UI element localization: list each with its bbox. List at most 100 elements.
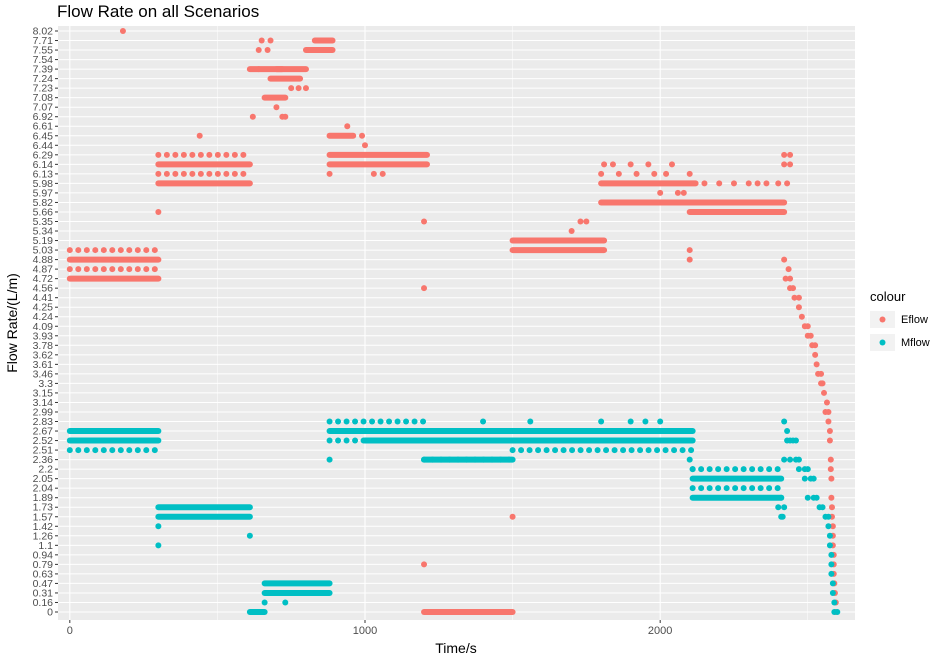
y-tick-label: 3.14 xyxy=(33,397,54,409)
point-eflow xyxy=(781,151,788,158)
point-eflow xyxy=(359,132,366,139)
point-eflow xyxy=(264,47,271,54)
point-eflow xyxy=(421,561,428,568)
point-mflow xyxy=(117,447,124,454)
point-eflow xyxy=(828,494,835,501)
y-tick-label: 4.56 xyxy=(33,283,54,295)
point-eflow xyxy=(189,170,196,177)
point-mflow xyxy=(781,456,788,463)
point-mflow xyxy=(335,418,342,425)
y-tick-label: 7.71 xyxy=(33,35,54,47)
y-tick-label: 4.24 xyxy=(33,311,54,323)
point-eflow xyxy=(231,151,238,158)
point-mflow xyxy=(740,466,747,473)
point-eflow xyxy=(827,456,834,463)
y-tick-label: 2.2 xyxy=(38,464,53,476)
point-eflow xyxy=(763,180,770,187)
y-tick-label: 2.51 xyxy=(33,445,54,457)
point-mflow xyxy=(155,542,162,549)
point-mflow xyxy=(637,447,644,454)
point-eflow xyxy=(273,104,280,111)
point-eflow xyxy=(379,170,386,177)
y-tick-label: 0.31 xyxy=(33,587,54,599)
y-tick-label: 2.05 xyxy=(33,473,54,485)
point-mflow xyxy=(732,485,739,492)
point-mflow xyxy=(825,513,832,520)
point-mflow xyxy=(787,456,794,463)
point-eflow xyxy=(255,47,262,54)
y-tick-label: 2.04 xyxy=(33,483,54,495)
point-mflow xyxy=(810,475,817,482)
y-tick-label: 6.45 xyxy=(33,130,54,142)
point-mflow xyxy=(411,418,418,425)
point-eflow xyxy=(509,513,516,520)
point-eflow xyxy=(598,170,605,177)
point-mflow xyxy=(509,447,516,454)
point-eflow xyxy=(633,170,640,177)
point-mflow xyxy=(740,485,747,492)
point-mflow xyxy=(420,418,427,425)
y-tick-label: 6.29 xyxy=(33,149,54,161)
point-mflow xyxy=(825,523,832,530)
plot-panel xyxy=(58,26,855,620)
point-mflow xyxy=(801,475,808,482)
point-mflow xyxy=(732,466,739,473)
point-mflow xyxy=(151,447,158,454)
point-mflow xyxy=(543,447,550,454)
point-mflow xyxy=(603,447,610,454)
point-eflow xyxy=(163,170,170,177)
point-eflow xyxy=(668,161,675,168)
point-mflow xyxy=(480,456,487,463)
point-eflow xyxy=(155,208,162,215)
point-mflow xyxy=(261,599,268,606)
point-eflow xyxy=(163,151,170,158)
y-tick-label: 6.13 xyxy=(33,168,54,180)
point-eflow xyxy=(651,170,658,177)
point-eflow xyxy=(645,161,652,168)
point-mflow xyxy=(360,418,367,425)
point-eflow xyxy=(781,161,788,168)
point-mflow xyxy=(535,447,542,454)
y-tick-label: 0.94 xyxy=(33,549,54,561)
point-eflow xyxy=(214,170,221,177)
y-tick-label: 5.97 xyxy=(33,187,54,199)
y-tick-label: 7.07 xyxy=(33,102,54,114)
point-mflow xyxy=(560,447,567,454)
point-mflow xyxy=(784,428,791,435)
y-tick-label: 5.34 xyxy=(33,226,54,238)
y-tick-label: 7.23 xyxy=(33,83,54,95)
point-eflow xyxy=(267,37,274,44)
point-mflow xyxy=(662,447,669,454)
point-eflow xyxy=(609,161,616,168)
point-mflow xyxy=(766,466,773,473)
y-tick-label: 7.54 xyxy=(33,54,54,66)
point-eflow xyxy=(288,85,295,92)
point-mflow xyxy=(446,456,453,463)
legend-title: colour xyxy=(870,289,906,304)
point-mflow xyxy=(506,456,513,463)
point-eflow xyxy=(75,266,82,273)
y-tick-label: 1.89 xyxy=(33,492,54,504)
point-mflow xyxy=(463,456,470,463)
point-mflow xyxy=(757,466,764,473)
point-eflow xyxy=(361,142,368,149)
point-mflow xyxy=(594,447,601,454)
point-mflow xyxy=(126,447,133,454)
point-eflow xyxy=(615,170,622,177)
y-tick-label: 4.87 xyxy=(33,264,54,276)
point-mflow xyxy=(386,418,393,425)
point-mflow xyxy=(826,532,833,539)
point-mflow xyxy=(826,542,833,549)
point-mflow xyxy=(326,456,333,463)
point-eflow xyxy=(134,266,141,273)
point-mflow xyxy=(689,466,696,473)
y-tick-label: 5.03 xyxy=(33,245,54,257)
point-mflow xyxy=(749,485,756,492)
point-eflow xyxy=(825,408,832,415)
point-eflow xyxy=(172,170,179,177)
x-tick-label: 2000 xyxy=(648,625,672,637)
point-mflow xyxy=(246,532,253,539)
point-mflow xyxy=(343,437,350,444)
point-mflow xyxy=(421,456,428,463)
y-tick-label: 3.46 xyxy=(33,368,54,380)
